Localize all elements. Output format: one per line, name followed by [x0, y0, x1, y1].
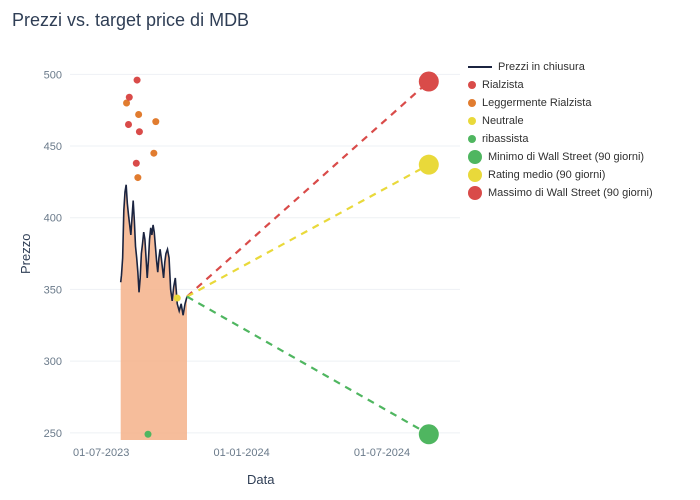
- svg-text:400: 400: [44, 213, 62, 225]
- svg-text:450: 450: [44, 141, 62, 153]
- projection-dot-medio: [419, 155, 439, 175]
- scatter-rialzista: [133, 160, 140, 167]
- legend-marker: [468, 135, 476, 143]
- scatter-neutrale: [174, 295, 181, 302]
- legend-item[interactable]: Leggermente Rialzista: [468, 94, 653, 112]
- legend-label: Prezzi in chiusura: [498, 61, 585, 73]
- legend-label: Neutrale: [482, 115, 524, 127]
- projection-line-massimo: [187, 82, 429, 297]
- scatter-leggermente_rialzista: [152, 118, 159, 125]
- scatter-leggermente_rialzista: [150, 150, 157, 157]
- legend-item[interactable]: Rating medio (90 giorni): [468, 166, 653, 184]
- legend-label: Minimo di Wall Street (90 giorni): [488, 151, 644, 163]
- legend-label: Rating medio (90 giorni): [488, 169, 605, 181]
- legend-item[interactable]: Neutrale: [468, 112, 653, 130]
- svg-text:350: 350: [44, 284, 62, 296]
- legend-marker: [468, 117, 476, 125]
- legend-item[interactable]: Rialzista: [468, 76, 653, 94]
- scatter-ribassista: [145, 431, 152, 438]
- scatter-rialzista: [126, 94, 133, 101]
- svg-text:500: 500: [44, 69, 62, 81]
- scatter-rialzista: [134, 77, 141, 84]
- legend-label: ribassista: [482, 133, 528, 145]
- legend-label: Massimo di Wall Street (90 giorni): [488, 187, 653, 199]
- legend-item[interactable]: Prezzi in chiusura: [468, 58, 653, 76]
- legend-marker: [468, 81, 476, 89]
- projection-line-minimo: [187, 297, 429, 435]
- price-area: [121, 185, 187, 440]
- legend-marker: [468, 186, 482, 200]
- legend-marker: [468, 66, 492, 68]
- svg-text:01-01-2024: 01-01-2024: [213, 447, 269, 459]
- svg-text:01-07-2023: 01-07-2023: [73, 447, 129, 459]
- projection-dot-minimo: [419, 424, 439, 444]
- scatter-leggermente_rialzista: [135, 111, 142, 118]
- svg-text:01-07-2024: 01-07-2024: [354, 447, 410, 459]
- projection-line-medio: [187, 165, 429, 297]
- svg-text:250: 250: [44, 428, 62, 440]
- legend-item[interactable]: ribassista: [468, 130, 653, 148]
- svg-text:300: 300: [44, 356, 62, 368]
- scatter-leggermente_rialzista: [134, 174, 141, 181]
- scatter-rialzista: [136, 128, 143, 135]
- scatter-rialzista: [125, 121, 132, 128]
- legend-marker: [468, 168, 482, 182]
- legend-marker: [468, 150, 482, 164]
- legend-marker: [468, 99, 476, 107]
- legend-item[interactable]: Massimo di Wall Street (90 giorni): [468, 184, 653, 202]
- projection-dot-massimo: [419, 72, 439, 92]
- legend-item[interactable]: Minimo di Wall Street (90 giorni): [468, 148, 653, 166]
- legend-label: Rialzista: [482, 79, 524, 91]
- legend: Prezzi in chiusura Rialzista Leggermente R…: [468, 58, 653, 202]
- legend-label: Leggermente Rialzista: [482, 97, 591, 109]
